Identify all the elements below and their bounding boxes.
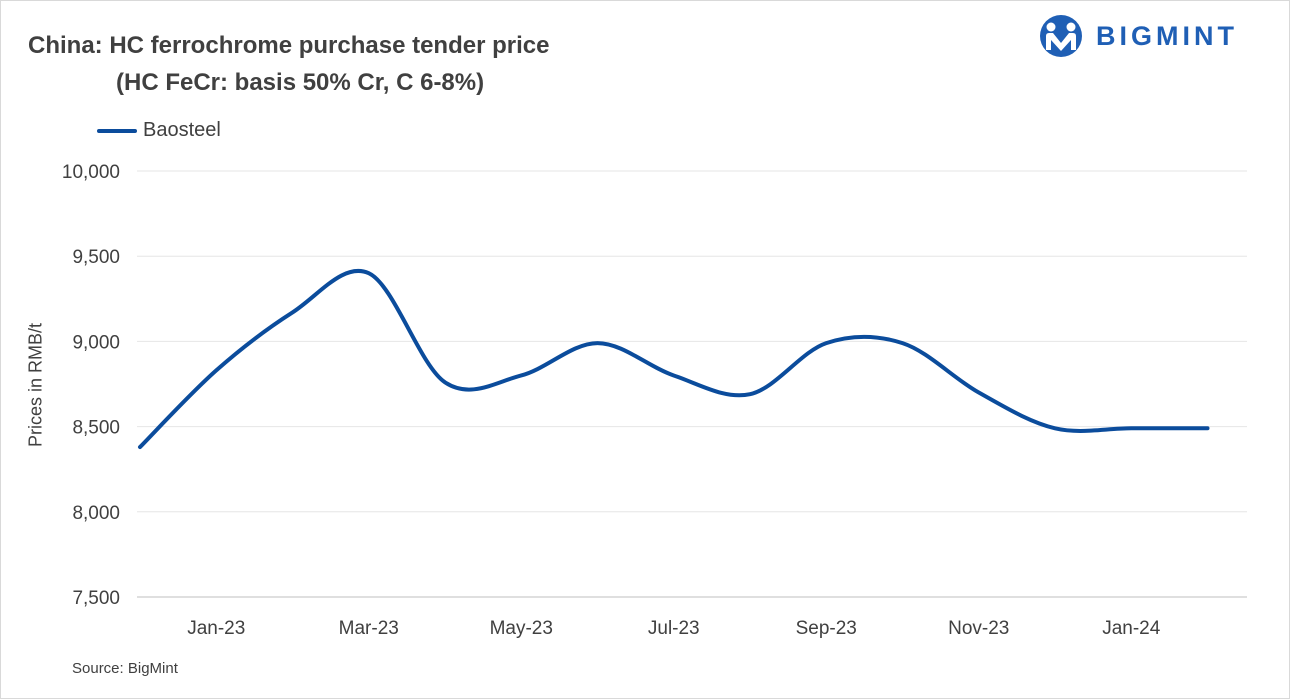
source-note: Source: BigMint <box>72 660 178 677</box>
brand-logo: BIGMINT <box>1038 14 1238 58</box>
y-tick-label: 10,000 <box>62 162 120 183</box>
gridlines <box>137 170 1247 513</box>
y-tick-label: 9,500 <box>72 247 120 268</box>
y-tick-label: 9,000 <box>72 332 120 353</box>
chart-legend: Baosteel <box>97 119 221 142</box>
x-tick-label: Mar-23 <box>339 618 399 639</box>
legend-label-baosteel: Baosteel <box>143 119 221 141</box>
series-line-baosteel <box>138 269 1210 450</box>
bigmint-people-logo-icon <box>1040 15 1082 57</box>
chart-title: China: HC ferrochrome purchase tender pr… <box>28 32 550 59</box>
x-tick-label: Sep-23 <box>796 618 857 639</box>
y-tick-labels: 7,500 8,000 8,500 9,000 9,500 10,000 <box>62 162 120 609</box>
legend-swatch-baosteel <box>97 128 137 133</box>
x-tick-label: May-23 <box>490 618 553 639</box>
y-tick-label: 8,500 <box>72 418 120 439</box>
y-tick-label: 8,000 <box>72 503 120 524</box>
x-tick-label: Jul-23 <box>648 618 700 639</box>
x-tick-label: Jan-24 <box>1102 618 1161 639</box>
y-tick-label: 7,500 <box>72 588 120 609</box>
x-tick-label: Jan-23 <box>187 618 245 639</box>
x-tick-label: Nov-23 <box>948 618 1009 639</box>
chart-subtitle: (HC FeCr: basis 50% Cr, C 6-8%) <box>116 69 485 96</box>
x-tick-labels: Jan-23 Mar-23 May-23 Jul-23 Sep-23 Nov-23 Jan-… <box>187 618 1161 639</box>
brand-logo-text: BIGMINT <box>1096 20 1238 51</box>
